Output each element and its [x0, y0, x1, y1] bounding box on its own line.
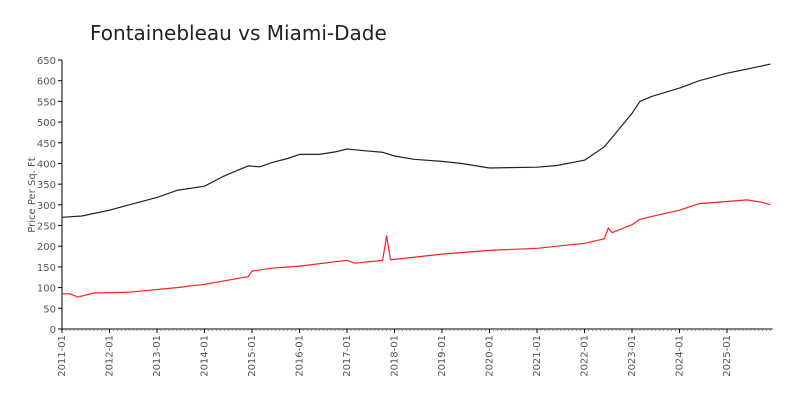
y-tick-label: 0	[50, 325, 56, 336]
x-tick-label: 2015-01	[247, 335, 258, 377]
y-tick-label: 550	[37, 97, 56, 108]
x-tick-label: 2012-01	[105, 335, 116, 377]
y-tick-label: 100	[37, 284, 56, 295]
y-tick-label: 250	[37, 222, 56, 233]
x-tick-label: 2013-01	[152, 335, 163, 377]
x-tick-label: 2017-01	[342, 335, 353, 377]
x-tick-label: 2021-01	[532, 335, 543, 377]
y-tick-label: 400	[37, 159, 56, 170]
y-tick-label: 450	[37, 139, 56, 150]
chart-title: Fontainebleau vs Miami-Dade	[90, 21, 387, 45]
x-tick-label: 2019-01	[437, 335, 448, 377]
y-tick-label: 150	[37, 263, 56, 274]
series-lines	[61, 63, 771, 298]
axes: 0 50 100 150 200 250 300 350 400 450 500 550 600 650 2…	[37, 56, 773, 377]
x-tick-label: 2016-01	[295, 335, 306, 377]
x-tick-label: 2018-01	[390, 335, 401, 377]
y-tick-label: 200	[37, 242, 56, 253]
x-tick-label: 2025-01	[722, 335, 733, 377]
y-tick-label: 300	[37, 201, 56, 212]
y-tick-label: 350	[37, 180, 56, 191]
x-tick-label: 2011-01	[57, 335, 68, 377]
x-tick-label: 2022-01	[580, 335, 591, 377]
series-line-1	[62, 199, 771, 298]
x-tick-label: 2020-01	[485, 335, 496, 377]
y-tick-label: 600	[37, 77, 56, 88]
x-tick-label: 2024-01	[675, 335, 686, 377]
y-tick-label: 500	[37, 118, 56, 129]
x-tick-label: 2014-01	[200, 335, 211, 377]
y-axis-label: Price Per Sq. Ft	[27, 157, 38, 232]
y-tick-label: 50	[43, 304, 56, 315]
y-tick-label: 650	[37, 56, 56, 67]
series-line-0	[61, 63, 771, 218]
x-tick-label: 2023-01	[627, 335, 638, 377]
